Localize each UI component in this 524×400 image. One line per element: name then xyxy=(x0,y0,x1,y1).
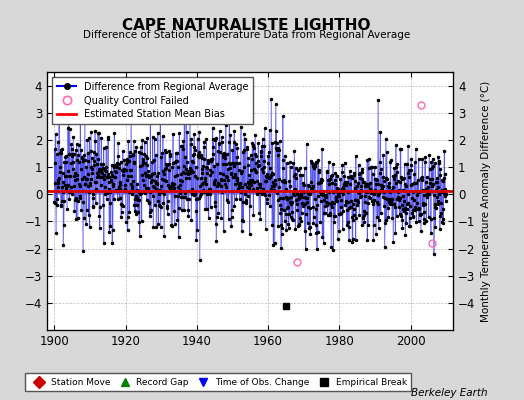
Y-axis label: Monthly Temperature Anomaly Difference (°C): Monthly Temperature Anomaly Difference (… xyxy=(481,80,491,322)
Legend: Station Move, Record Gap, Time of Obs. Change, Empirical Break: Station Move, Record Gap, Time of Obs. C… xyxy=(26,374,411,392)
Text: Berkeley Earth: Berkeley Earth xyxy=(411,388,487,398)
Text: CAPE NATURALISTE LIGHTHO: CAPE NATURALISTE LIGHTHO xyxy=(122,18,370,33)
Text: Difference of Station Temperature Data from Regional Average: Difference of Station Temperature Data f… xyxy=(83,30,410,40)
Legend: Difference from Regional Average, Quality Control Failed, Estimated Station Mean: Difference from Regional Average, Qualit… xyxy=(52,77,254,124)
